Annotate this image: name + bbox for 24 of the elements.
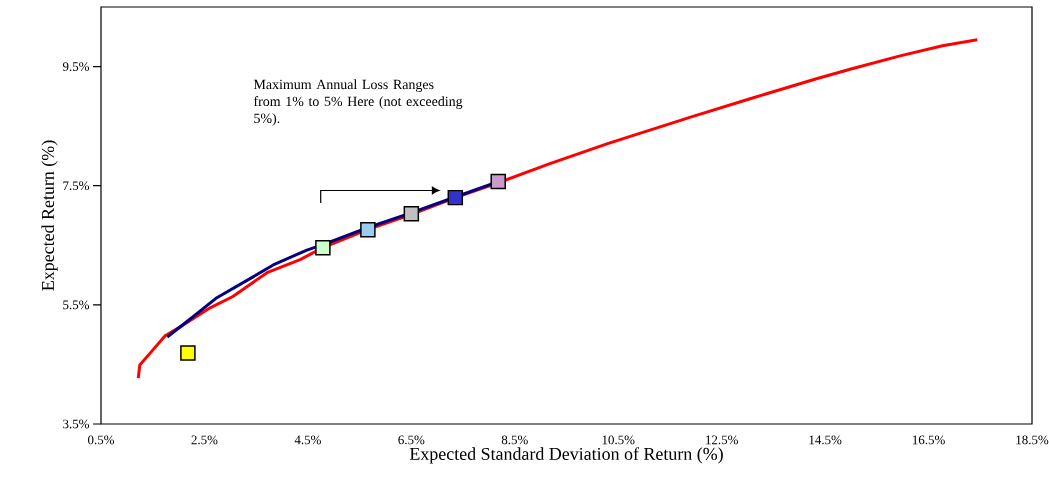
y-tick-label: 3.5% — [63, 419, 90, 429]
x-tick-label: 18.5% — [1016, 435, 1049, 445]
x-axis-title: Expected Standard Deviation of Return (%) — [409, 447, 723, 464]
x-tick-label: 14.5% — [809, 435, 842, 445]
x-tick-label: 6.5% — [398, 435, 425, 445]
x-tick-label: 8.5% — [501, 435, 528, 445]
x-tick-label: 0.5% — [88, 435, 115, 445]
y-axis-title: Expected Return (%) — [41, 140, 58, 291]
point — [490, 173, 506, 190]
x-tick-label: 2.5% — [191, 435, 218, 445]
x-tick-label: 16.5% — [912, 435, 945, 445]
y-tick-label: 7.5% — [63, 181, 90, 191]
x-tick-label: 12.5% — [706, 435, 738, 445]
x-tick-label: 10.5% — [602, 435, 635, 445]
annotation: Maximum Annual Loss Ranges from 1% to 5% Here (not exceeding 5%). — [253, 79, 463, 126]
point — [315, 239, 331, 256]
line-series — [136, 38, 979, 380]
point — [180, 345, 196, 361]
point — [403, 205, 420, 222]
point — [447, 189, 464, 206]
point — [360, 222, 376, 238]
x-tick-label: 4.5% — [294, 435, 321, 445]
y-tick-label: 5.5% — [63, 300, 90, 310]
y-tick-label: 9.5% — [62, 62, 90, 71]
